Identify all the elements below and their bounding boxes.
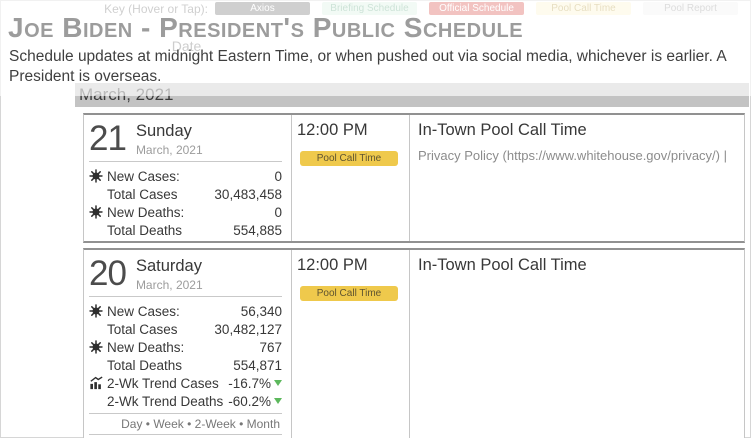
month-year-label: March, 2021 (135, 278, 203, 292)
key-button-briefing-schedule[interactable]: Briefing Schedule (322, 2, 417, 15)
weekday-label: Sunday (135, 122, 192, 140)
stat-value: 56,340 (240, 303, 282, 319)
stat-value: 0 (274, 168, 282, 184)
stat-label: New Cases: (107, 303, 180, 319)
key-button-official-schedule[interactable]: Official Schedule (429, 2, 524, 15)
day-meta: Saturday March, 2021 (136, 257, 203, 293)
stat-label: Total Deaths (107, 222, 183, 238)
legend-key-row: Key (Hover or Tap): Axios Briefing Sched… (0, 1, 751, 16)
schedule-row-march-20: 20 Saturday March, 2021 New Cases: 56,34… (83, 248, 745, 438)
stat-label: 2-Wk Trend Deaths (107, 393, 224, 409)
day-number: 21 (89, 119, 127, 158)
stat-row: Total Cases 30,483,458 (89, 185, 282, 203)
event-cell: In-Town Pool Call Time Privacy Policy (h… (409, 115, 744, 241)
stat-value: 30,482,127 (214, 321, 282, 337)
virus-icon (89, 340, 107, 354)
key-legend-label: Key (Hover or Tap): (104, 2, 208, 16)
stat-label: New Deaths: (107, 204, 185, 220)
covid-stats-block: New Cases: 56,340 Total Cases 30,482,127… (89, 296, 282, 410)
virus-icon (89, 205, 107, 219)
stat-label: Total Deaths (107, 357, 183, 373)
trend-range-links[interactable]: Day • Week • 2-Week • Month (89, 413, 282, 435)
time-cell: 12:00 PM Pool Call Time (291, 250, 409, 438)
stat-value: 767 (259, 339, 282, 355)
event-cell: In-Town Pool Call Time (409, 250, 744, 438)
stat-label: Total Cases (107, 186, 178, 202)
stat-row: 2-Wk Trend Deaths -60.2% (89, 392, 282, 410)
month-year-label: March, 2021 (135, 143, 203, 157)
stat-row: Total Cases 30,482,127 (89, 320, 282, 338)
trend-down-icon (274, 380, 282, 386)
stat-row: New Deaths: 767 (89, 338, 282, 356)
schedule-row-march-21: 21 Sunday March, 2021 New Cases: 0 (83, 113, 745, 243)
month-header-label: March, 2021 (79, 85, 174, 104)
time-cell: 12:00 PM Pool Call Time (291, 115, 409, 241)
stat-value: 554,885 (233, 222, 282, 238)
stat-label: Total Cases (107, 321, 178, 337)
weekday-label: Saturday (135, 257, 202, 275)
schedule-table: 21 Sunday March, 2021 New Cases: 0 (83, 113, 745, 438)
date-cell: 20 Saturday March, 2021 New Cases: 56,34… (84, 250, 291, 438)
day-header: 21 Sunday March, 2021 (89, 119, 282, 161)
day-header: 20 Saturday March, 2021 (89, 254, 282, 296)
stat-label: New Deaths: (107, 339, 185, 355)
event-title: In-Town Pool Call Time (418, 256, 587, 274)
covid-stats-block: New Cases: 0 Total Cases 30,483,458 New … (89, 161, 282, 239)
stat-label: New Cases: (107, 168, 180, 184)
date-cell: 21 Sunday March, 2021 New Cases: 0 (84, 115, 291, 241)
virus-icon (89, 304, 107, 318)
key-button-pool-report[interactable]: Pool Report (643, 2, 738, 15)
stat-row: Total Deaths 554,885 (89, 221, 282, 239)
privacy-policy-link[interactable]: Privacy Policy (https://www.whitehouse.g… (418, 148, 727, 163)
stat-value: 30,483,458 (214, 186, 282, 202)
date-column-header: Date (171, 38, 202, 54)
stat-row: Total Deaths 554,871 (89, 356, 282, 374)
stat-value: -60.2% (228, 393, 271, 409)
month-header-bar: March, 2021 (75, 83, 749, 107)
stat-label: 2-Wk Trend Cases (107, 375, 219, 391)
day-meta: Sunday March, 2021 (136, 122, 203, 158)
event-time: 12:00 PM (297, 256, 368, 274)
key-button-axios[interactable]: Axios (215, 2, 310, 15)
day-number: 20 (89, 254, 127, 293)
stat-row: New Cases: 56,340 (89, 302, 282, 320)
trend-down-icon (274, 398, 282, 404)
event-time: 12:00 PM (297, 121, 368, 139)
event-title: In-Town Pool Call Time (418, 121, 587, 139)
virus-icon (89, 169, 107, 183)
key-button-pool-call-time[interactable]: Pool Call Time (536, 2, 631, 15)
stat-value: 554,871 (233, 357, 282, 373)
stat-row: 2-Wk Trend Cases -16.7% (89, 374, 282, 392)
stat-value: 0 (274, 204, 282, 220)
stat-value: -16.7% (228, 375, 271, 391)
stat-row: New Deaths: 0 (89, 203, 282, 221)
pool-call-time-badge: Pool Call Time (300, 151, 398, 166)
stat-row: New Cases: 0 (89, 167, 282, 185)
trend-chart-icon (89, 376, 107, 390)
pool-call-time-badge: Pool Call Time (300, 286, 398, 301)
